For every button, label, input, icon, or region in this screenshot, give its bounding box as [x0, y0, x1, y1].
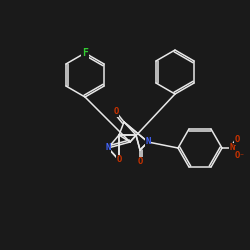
Text: N: N — [105, 144, 111, 152]
Text: N: N — [145, 138, 151, 146]
Text: O: O — [234, 152, 240, 160]
Text: ⁻: ⁻ — [239, 152, 243, 160]
Text: F: F — [82, 48, 88, 58]
Text: O: O — [137, 158, 143, 166]
Text: O: O — [113, 108, 119, 116]
Text: N: N — [229, 144, 235, 152]
Text: +: + — [232, 142, 237, 148]
Text: O: O — [234, 136, 240, 144]
Text: O: O — [116, 156, 122, 164]
